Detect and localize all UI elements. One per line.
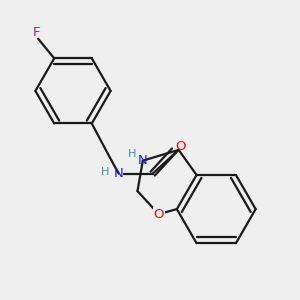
Text: O: O (176, 140, 186, 153)
Text: H: H (128, 149, 136, 159)
Text: F: F (33, 26, 40, 39)
Text: N: N (138, 154, 148, 167)
Text: N: N (114, 167, 124, 180)
Text: O: O (154, 208, 164, 221)
Text: H: H (101, 167, 109, 177)
